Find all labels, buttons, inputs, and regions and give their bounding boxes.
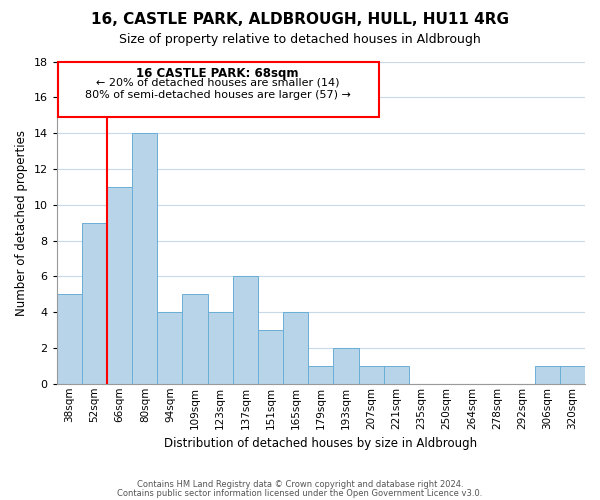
Bar xyxy=(208,312,233,384)
FancyBboxPatch shape xyxy=(58,62,379,117)
Y-axis label: Number of detached properties: Number of detached properties xyxy=(15,130,28,316)
Text: ← 20% of detached houses are smaller (14): ← 20% of detached houses are smaller (14… xyxy=(96,78,340,88)
Bar xyxy=(283,312,308,384)
Text: Contains public sector information licensed under the Open Government Licence v3: Contains public sector information licen… xyxy=(118,489,482,498)
Bar xyxy=(132,133,157,384)
Text: Size of property relative to detached houses in Aldbrough: Size of property relative to detached ho… xyxy=(119,32,481,46)
Bar xyxy=(560,366,585,384)
Bar xyxy=(107,187,132,384)
Bar xyxy=(57,294,82,384)
Bar xyxy=(258,330,283,384)
Bar xyxy=(359,366,384,384)
Bar xyxy=(182,294,208,384)
Text: 16, CASTLE PARK, ALDBROUGH, HULL, HU11 4RG: 16, CASTLE PARK, ALDBROUGH, HULL, HU11 4… xyxy=(91,12,509,28)
Bar xyxy=(233,276,258,384)
Text: 16 CASTLE PARK: 68sqm: 16 CASTLE PARK: 68sqm xyxy=(136,67,299,80)
Bar xyxy=(384,366,409,384)
Bar xyxy=(334,348,359,384)
X-axis label: Distribution of detached houses by size in Aldbrough: Distribution of detached houses by size … xyxy=(164,437,478,450)
Bar xyxy=(82,222,107,384)
Text: Contains HM Land Registry data © Crown copyright and database right 2024.: Contains HM Land Registry data © Crown c… xyxy=(137,480,463,489)
Bar xyxy=(308,366,334,384)
Text: 80% of semi-detached houses are larger (57) →: 80% of semi-detached houses are larger (… xyxy=(85,90,350,100)
Bar xyxy=(157,312,182,384)
Bar xyxy=(535,366,560,384)
